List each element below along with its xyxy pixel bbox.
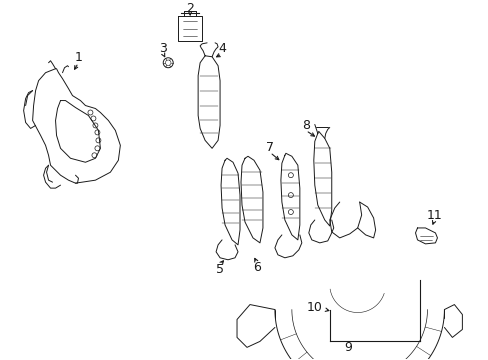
Text: 5: 5 [216, 263, 224, 276]
Text: 4: 4 [218, 42, 225, 55]
Text: 11: 11 [426, 208, 442, 221]
Text: 2: 2 [186, 3, 194, 15]
Text: 6: 6 [252, 261, 261, 274]
Text: 1: 1 [74, 51, 82, 64]
Text: 7: 7 [265, 141, 273, 154]
Text: 10: 10 [306, 301, 322, 314]
Text: 9: 9 [343, 341, 351, 354]
Text: 3: 3 [159, 42, 167, 55]
Text: 8: 8 [301, 119, 309, 132]
